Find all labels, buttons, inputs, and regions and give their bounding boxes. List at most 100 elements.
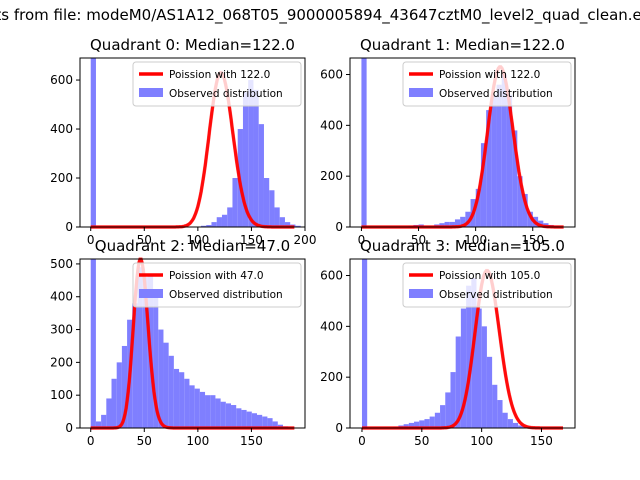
hist-bar (168, 355, 174, 428)
axes-frame (79, 57, 306, 228)
hist-bar (502, 412, 508, 428)
legend-box (132, 262, 302, 308)
hist-bar (200, 225, 207, 227)
hist-bar (231, 405, 237, 428)
panel-title: Quadrant 3: Median=105.0 (360, 237, 565, 255)
hist-bar (132, 303, 138, 428)
hist-bar (440, 405, 446, 428)
hist-bar (263, 178, 270, 227)
legend-label: Poission with 105.0 (439, 270, 540, 282)
hist-bar (444, 221, 450, 227)
hist-bar (454, 219, 461, 227)
hist-bar (236, 408, 242, 428)
hist-bar (199, 391, 206, 428)
y-tick-label: 600 (320, 269, 343, 283)
y-tick-label: 400 (320, 118, 343, 132)
hist-bar (455, 336, 461, 428)
legend-hist-swatch (409, 289, 433, 298)
hist-bar (173, 368, 180, 428)
x-tick-label: 150 (530, 434, 553, 448)
hist-bar (497, 400, 503, 428)
panel-title: Quadrant 2: Median=47.0 (95, 237, 290, 255)
legend-box (132, 61, 302, 107)
legend-hist-swatch (139, 289, 163, 298)
hist-bar (211, 222, 217, 227)
y-tick-label: 100 (50, 388, 73, 402)
y-tick-label: 400 (320, 319, 343, 333)
hist-bar (403, 424, 409, 428)
hist-bar (153, 296, 159, 428)
hist-bar (241, 409, 247, 428)
hist-bar (506, 94, 513, 227)
x-tick-label: 0 (358, 434, 366, 448)
hist-bar (142, 277, 148, 428)
y-tick-label: 200 (320, 169, 343, 183)
hist-bar (361, 58, 367, 227)
hist-bar (460, 308, 467, 428)
x-tick-label: 100 (470, 434, 493, 448)
legend-label: Observed distribution (169, 88, 283, 100)
legend-label: Poission with 122.0 (439, 69, 540, 81)
hist-bar (295, 225, 301, 227)
y-tick-label: 0 (335, 220, 343, 234)
hist-bar (225, 403, 232, 428)
hist-bar (137, 267, 143, 428)
hist-bar (522, 193, 528, 227)
hist-bar (90, 58, 96, 227)
legend-label: Poission with 47.0 (169, 270, 264, 282)
legend-label: Observed distribution (439, 289, 553, 301)
hist-bar (251, 413, 257, 428)
hist-bar (269, 190, 275, 227)
hist-bar (486, 356, 493, 428)
hist-bar (512, 422, 519, 428)
x-tick-label: 150 (240, 434, 263, 448)
hist-bar (272, 421, 278, 428)
hist-bar (284, 222, 291, 227)
hist-bar (414, 421, 420, 428)
axes-frame (79, 258, 306, 429)
hist-bar (206, 225, 212, 227)
y-tick-label: 600 (320, 68, 343, 82)
hist-bar (424, 419, 430, 428)
hist-bar (476, 308, 482, 428)
hist-bar (258, 124, 264, 227)
panel-title: Quadrant 1: Median=122.0 (360, 36, 565, 54)
hist-bar (434, 412, 441, 428)
hist-bar (184, 378, 190, 428)
hist-bar (439, 223, 445, 227)
y-tick-label: 600 (50, 73, 73, 87)
hist-bar (221, 214, 228, 227)
x-tick-label: 100 (186, 434, 209, 448)
x-tick-label: 50 (137, 233, 152, 247)
hist-bar (227, 207, 233, 227)
hist-bar (527, 211, 533, 227)
hist-bar (106, 398, 112, 428)
hist-bar (480, 143, 487, 227)
hist-bar (361, 259, 368, 428)
panel-title: Quadrant 0: Median=122.0 (90, 36, 295, 54)
hist-bar (121, 345, 128, 428)
hist-bar (408, 422, 415, 428)
hist-bar (194, 388, 200, 428)
legend-label: Observed distribution (169, 289, 283, 301)
hist-bar (518, 425, 524, 428)
hist-bar (158, 329, 164, 428)
x-tick-label: 0 (87, 233, 95, 247)
y-tick-label: 200 (320, 370, 343, 384)
legend-hist-swatch (409, 88, 433, 97)
hist-bar (163, 342, 169, 428)
hist-bar (253, 89, 259, 227)
legend-box (402, 61, 572, 107)
hist-bar (111, 378, 117, 428)
panel-2: Quadrant 2: Median=47.0 0 50 100 150 0 100 200 3… (50, 237, 306, 448)
hist-bar (215, 398, 221, 428)
x-tick-label: 150 (240, 233, 263, 247)
legend-label: Poission with 122.0 (169, 69, 270, 81)
hist-bar (512, 130, 518, 227)
hist-bar (216, 217, 222, 227)
hist-bar (248, 80, 254, 227)
y-tick-label: 400 (50, 122, 73, 136)
x-tick-label: 100 (186, 233, 209, 247)
hist-bar (95, 421, 102, 428)
